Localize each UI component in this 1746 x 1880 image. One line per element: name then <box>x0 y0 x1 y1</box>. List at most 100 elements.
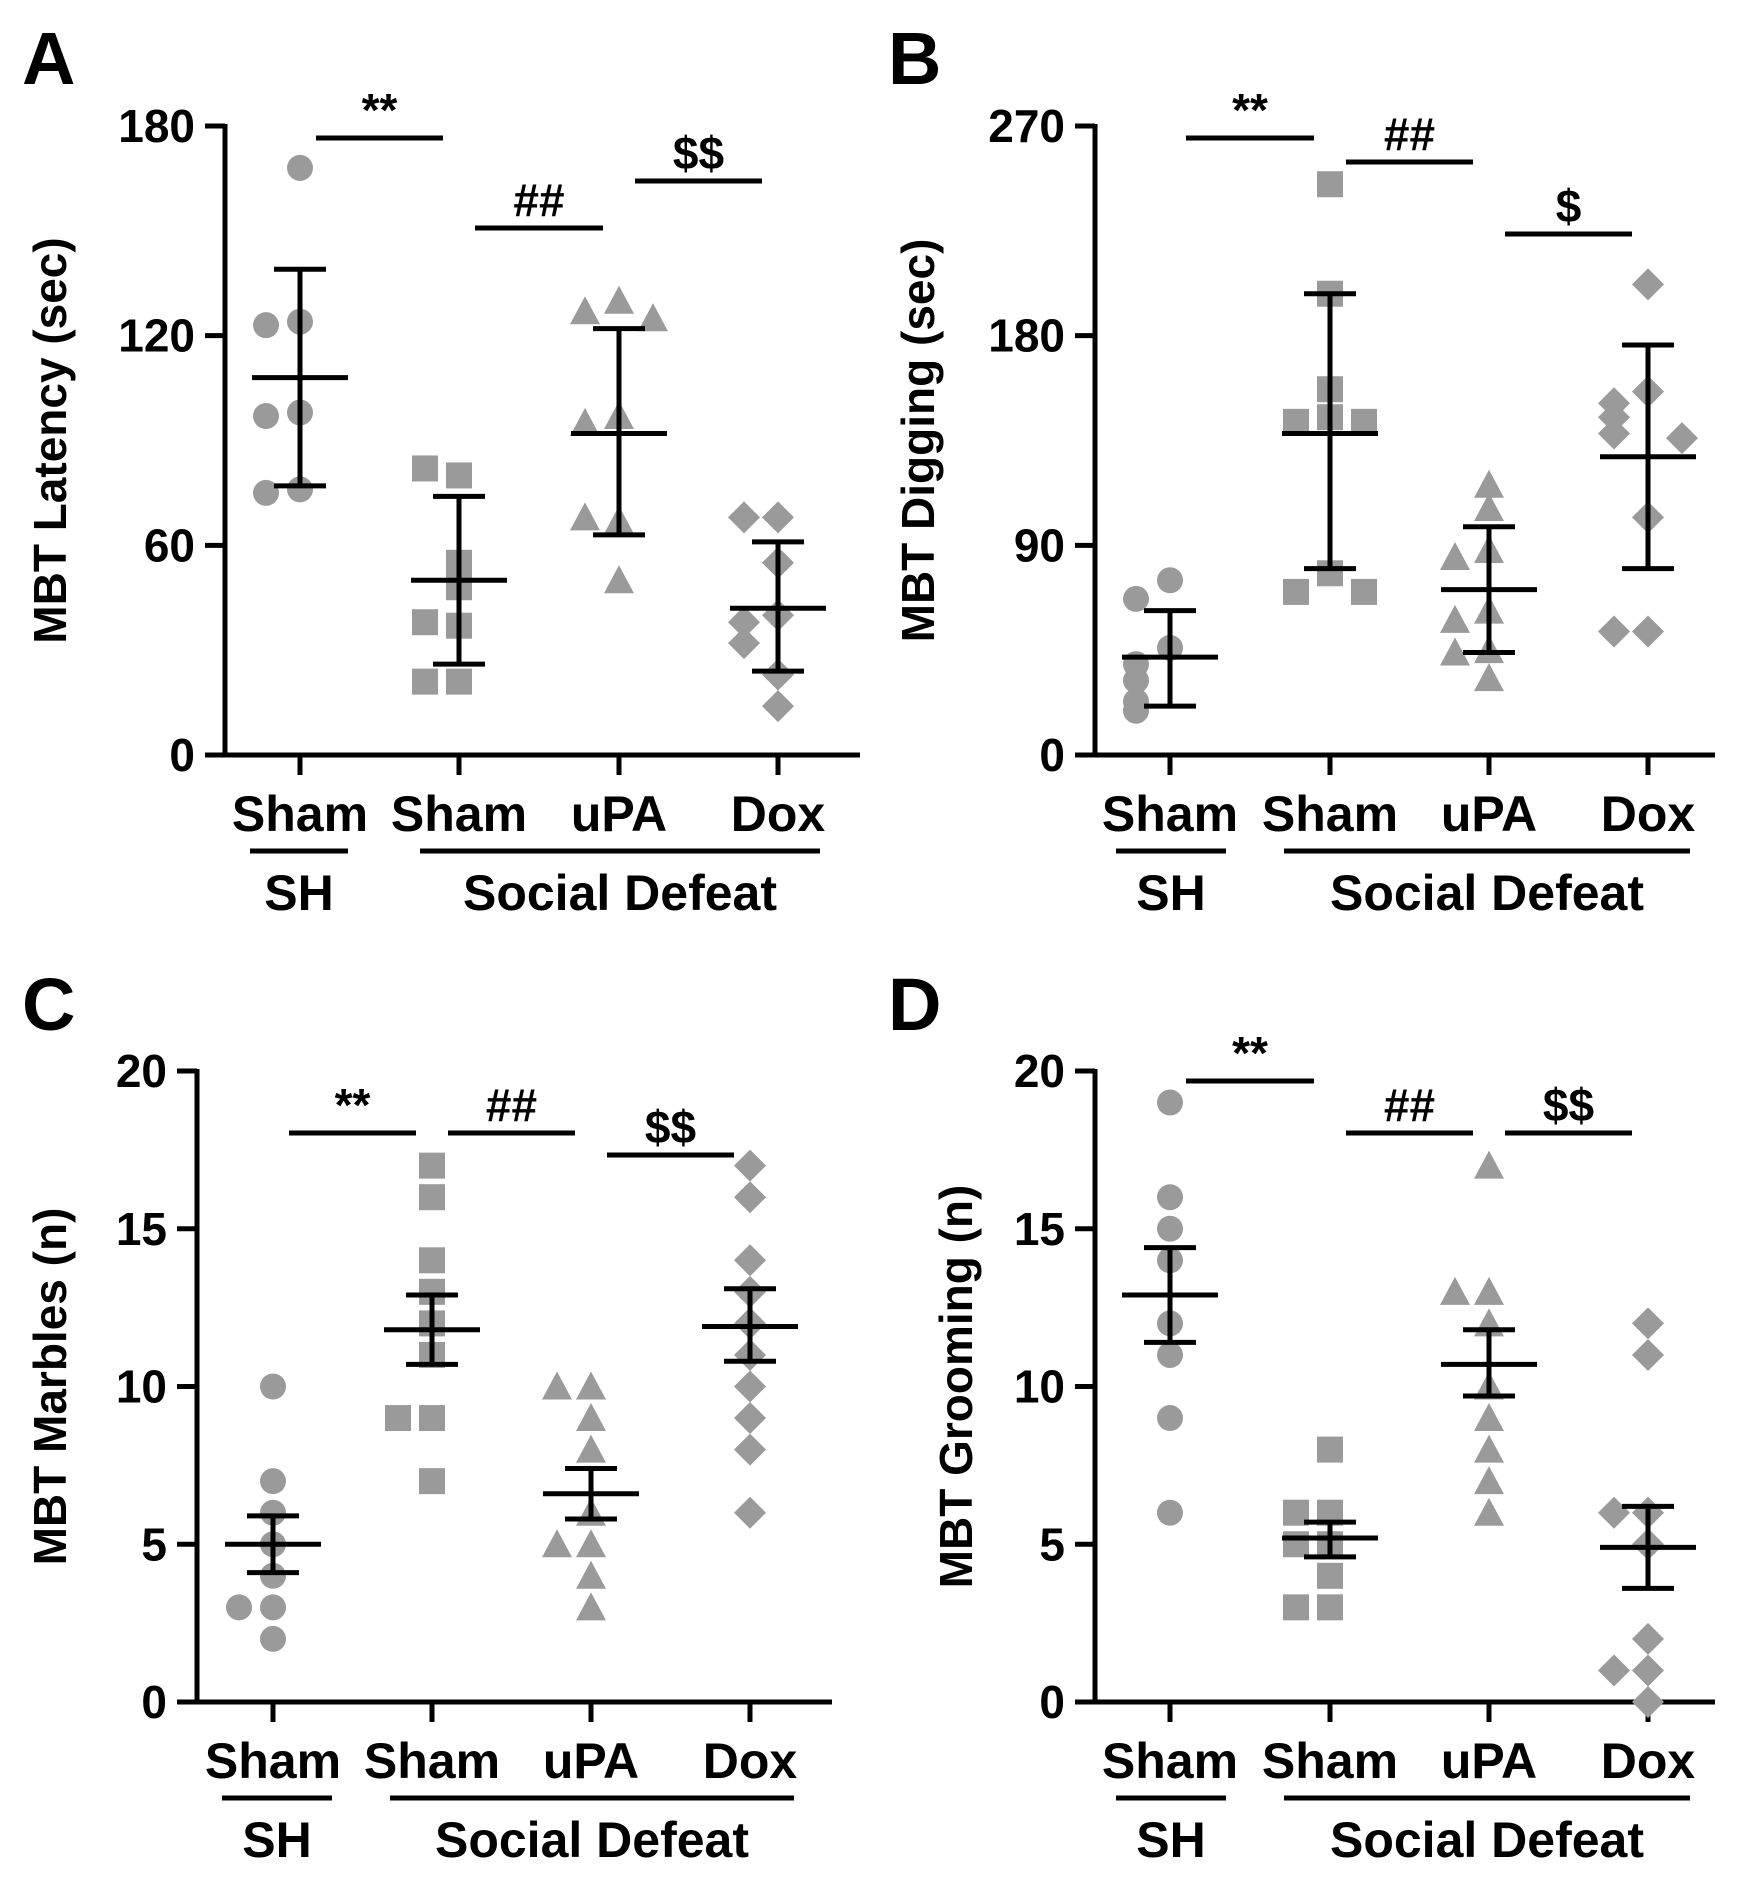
data-point <box>1632 1654 1664 1687</box>
y-tick-label: 180 <box>118 100 195 152</box>
data-point <box>734 1370 766 1403</box>
x-tick-label: Sham <box>1262 1733 1398 1789</box>
data-point <box>1317 1562 1343 1589</box>
x-tick-label: Dox <box>731 786 826 842</box>
data-point <box>260 1468 286 1495</box>
group-label: SH <box>1136 1812 1205 1868</box>
group-label: Social Defeat <box>1330 865 1644 921</box>
significance-label: $ <box>1556 180 1582 232</box>
data-point <box>570 408 600 437</box>
data-point <box>728 606 760 639</box>
y-tick-label: 90 <box>1014 519 1065 571</box>
y-tick-label: 5 <box>1039 1518 1065 1570</box>
significance-label: ** <box>335 1079 371 1131</box>
data-point <box>576 1371 606 1400</box>
data-point <box>762 658 794 691</box>
data-point <box>1474 469 1504 498</box>
y-tick-label: 270 <box>988 100 1065 152</box>
x-tick-label: uPA <box>571 786 667 842</box>
data-point <box>287 476 313 503</box>
data-point <box>1598 615 1630 648</box>
data-point <box>1598 1654 1630 1687</box>
data-point <box>638 303 668 332</box>
y-tick-label: 10 <box>1014 1361 1065 1413</box>
data-point <box>576 1560 606 1589</box>
x-tick-label: Sham <box>232 786 368 842</box>
group-label: SH <box>1136 865 1205 921</box>
data-point <box>260 1594 286 1621</box>
data-point <box>226 1594 252 1621</box>
data-point <box>1632 615 1664 648</box>
data-point <box>1666 422 1698 455</box>
data-point <box>419 1247 445 1274</box>
data-point <box>1474 493 1504 522</box>
data-point <box>728 501 760 534</box>
data-point <box>734 1433 766 1466</box>
data-point <box>576 1434 606 1463</box>
data-point <box>604 565 634 594</box>
data-point <box>1157 1215 1183 1242</box>
group-label: SH <box>242 1812 311 1868</box>
data-point <box>1157 1184 1183 1211</box>
data-point <box>419 1152 445 1179</box>
data-point <box>287 154 313 181</box>
data-point <box>734 1402 766 1435</box>
data-point <box>570 502 600 531</box>
data-point <box>446 668 472 695</box>
data-point <box>1283 1594 1309 1621</box>
significance-label: $$ <box>673 127 724 179</box>
panel-letter: B <box>888 17 941 100</box>
data-point <box>419 1468 445 1495</box>
x-tick-label: uPA <box>1441 1733 1537 1789</box>
significance-label: ## <box>486 1079 537 1131</box>
data-point <box>385 1405 411 1432</box>
data-point <box>734 1496 766 1529</box>
significance-label: ## <box>513 174 564 226</box>
x-tick-label: uPA <box>1441 786 1537 842</box>
data-point <box>542 1529 572 1558</box>
data-point <box>1440 541 1470 570</box>
data-point <box>762 501 794 534</box>
data-point <box>734 1244 766 1277</box>
data-point <box>419 1405 445 1432</box>
significance-label: ## <box>1384 108 1435 160</box>
y-tick-label: 60 <box>144 519 195 571</box>
y-axis-title: MBT Latency (sec) <box>24 237 76 643</box>
data-point <box>1157 1499 1183 1526</box>
y-tick-label: 10 <box>116 1361 167 1413</box>
data-point <box>1598 401 1630 434</box>
data-point <box>1474 1150 1504 1179</box>
data-point <box>253 312 279 339</box>
data-point <box>1157 567 1183 594</box>
group-label: Social Defeat <box>435 1812 749 1868</box>
x-tick-label: Sham <box>205 1733 341 1789</box>
data-point <box>1598 417 1630 450</box>
data-point <box>1440 604 1470 633</box>
group-label: Social Defeat <box>463 865 777 921</box>
data-point <box>1474 1276 1504 1305</box>
x-tick-label: Dox <box>1601 1733 1696 1789</box>
data-point <box>542 1371 572 1400</box>
data-point <box>1632 1338 1664 1371</box>
y-tick-label: 120 <box>118 310 195 362</box>
data-point <box>1283 408 1309 435</box>
data-point <box>1157 1341 1183 1368</box>
data-point <box>260 1562 286 1589</box>
panel-letter: D <box>888 963 941 1046</box>
data-point <box>253 479 279 506</box>
data-point <box>576 1403 606 1432</box>
group-label: Social Defeat <box>1330 1812 1644 1868</box>
data-point <box>570 296 600 325</box>
x-tick-label: Dox <box>1601 786 1696 842</box>
data-point <box>1157 1089 1183 1116</box>
data-point <box>1317 1594 1343 1621</box>
data-point <box>1283 1531 1309 1558</box>
x-tick-label: Dox <box>703 1733 798 1789</box>
data-point <box>1598 1496 1630 1529</box>
significance-label: ** <box>1232 1027 1268 1079</box>
data-point <box>1632 1307 1664 1340</box>
significance-label: ## <box>1384 1079 1435 1131</box>
x-tick-label: Sham <box>1102 786 1238 842</box>
y-axis-title: MBT Digging (sec) <box>892 239 944 643</box>
